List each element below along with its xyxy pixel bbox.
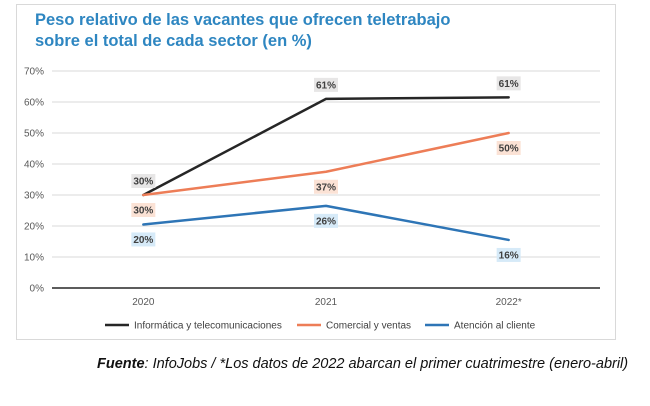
x-tick-label: 2020 (132, 297, 155, 308)
data-label-bg (496, 247, 521, 262)
y-tick-label: 0% (30, 284, 45, 295)
data-label: 16% (499, 250, 519, 261)
data-label: 37% (316, 182, 336, 193)
y-tick-label: 50% (24, 129, 44, 140)
legend-label: Atención al cliente (454, 321, 536, 332)
data-label-bg (314, 77, 338, 92)
line-chart: 0% 10% 20% 30% 40% 50% 60% 70% 2020 2021 2022* 30% 6… (24, 67, 600, 332)
y-tick-label: 60% (24, 98, 44, 109)
data-label-bg (314, 213, 338, 228)
x-tick-label: 2021 (315, 297, 338, 308)
data-label: 30% (133, 206, 153, 217)
data-label-bg (131, 203, 156, 217)
data-label: 26% (316, 216, 336, 227)
x-tick-label: 2022* (496, 297, 522, 308)
y-tick-label: 70% (24, 67, 44, 78)
footnote-text: : InfoJobs / *Los datos de 2022 abarcan … (144, 356, 629, 372)
data-label-bg (496, 76, 521, 91)
series-line (142, 204, 510, 242)
y-tick-label: 10% (24, 253, 44, 264)
chart-title-line-2: sobre el total de cada sector (en %) (35, 32, 312, 50)
y-tick-label: 30% (24, 191, 44, 202)
y-tick-label: 40% (24, 160, 44, 171)
series-line (142, 96, 510, 197)
chart-title: Peso relativo de las vacantes que ofrece… (35, 10, 595, 52)
footnote-source-label: Fuente (97, 356, 145, 372)
data-label-bg (314, 179, 338, 194)
data-label: 61% (499, 79, 519, 90)
data-label: 50% (499, 144, 519, 155)
series-line (142, 131, 510, 197)
chart-frame: Peso relativo de las vacantes que ofrece… (16, 4, 616, 340)
data-label-bg (131, 174, 156, 188)
y-tick-label: 20% (24, 222, 44, 233)
footnote: Fuente: InfoJobs / *Los datos de 2022 ab… (97, 356, 628, 372)
data-label-bg (131, 232, 156, 247)
data-label-bg (496, 141, 521, 155)
data-label: 30% (133, 177, 153, 188)
chart-title-line-1: Peso relativo de las vacantes que ofrece… (35, 11, 451, 29)
data-label: 61% (316, 80, 336, 91)
legend-label: Informática y telecomunicaciones (134, 321, 282, 332)
data-label: 20% (133, 235, 153, 246)
legend-label: Comercial y ventas (326, 321, 411, 332)
